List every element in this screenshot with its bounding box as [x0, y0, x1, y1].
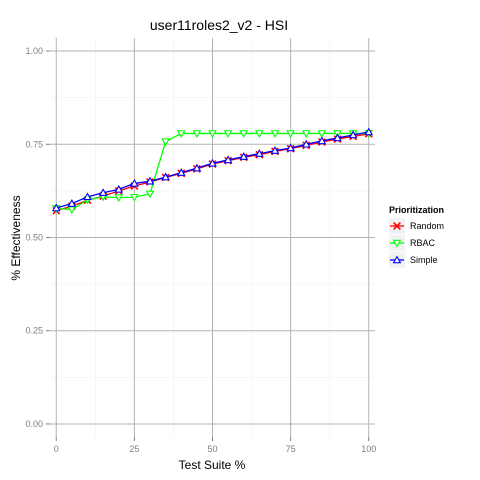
legend-item-simple: Simple	[389, 252, 438, 268]
data-point-rbac	[130, 193, 139, 202]
legend-items: Random RBAC Simple	[389, 218, 444, 268]
data-point-rbac	[255, 130, 264, 138]
y-axis-ticks: 0.00 0.25 0.50 0.75 1.00	[25, 46, 50, 429]
x-tick-label: 25	[129, 444, 139, 454]
data-point-simple	[145, 176, 155, 185]
data-point-simple	[255, 149, 264, 157]
x-tick-label: 75	[286, 444, 296, 454]
data-point-rbac	[176, 130, 186, 138]
data-point-rbac	[192, 130, 202, 138]
x-axis-title: Test Suite %	[179, 458, 246, 472]
data-point-simple	[348, 130, 358, 139]
legend-item-random: Random	[389, 218, 444, 234]
data-point-simple	[176, 168, 186, 176]
legend-key-marker	[393, 222, 401, 230]
data-point-simple	[270, 146, 280, 154]
data-point-rbac	[161, 138, 170, 147]
grid	[50, 38, 375, 437]
data-point-simple	[364, 127, 374, 136]
data-point-simple	[333, 133, 342, 142]
data-point-simple	[114, 184, 124, 193]
data-point-simple	[98, 188, 108, 197]
data-point-rbac	[223, 130, 233, 138]
data-point-simple	[239, 152, 249, 160]
legend: Prioritization Random RBAC Simple	[389, 205, 444, 268]
x-axis-ticks: 0 25 50 75 100	[54, 437, 376, 454]
x-tick-label: 100	[361, 444, 376, 454]
legend-label: Simple	[410, 255, 438, 265]
series-simple	[51, 127, 374, 212]
data-point-rbac	[270, 130, 280, 138]
data-point-simple	[192, 163, 202, 172]
data-point-simple	[208, 158, 217, 167]
data-point-rbac	[208, 130, 217, 138]
legend-label: Random	[410, 221, 444, 231]
data-point-rbac	[239, 130, 249, 138]
series	[51, 127, 374, 215]
y-tick-label: 0.75	[25, 139, 43, 149]
y-tick-label: 1.00	[25, 46, 43, 56]
series-rbac	[51, 130, 374, 215]
x-tick-label: 50	[207, 444, 217, 454]
data-point-simple	[67, 199, 77, 207]
data-point-simple	[51, 203, 61, 212]
data-point-simple	[301, 139, 311, 148]
legend-label: RBAC	[410, 238, 436, 248]
data-point-rbac	[317, 130, 327, 138]
legend-item-rbac: RBAC	[389, 235, 436, 251]
y-tick-label: 0.50	[25, 233, 43, 243]
y-tick-label: 0.25	[25, 326, 43, 336]
data-point-simple	[286, 143, 295, 152]
x-tick-label: 0	[54, 444, 59, 454]
data-point-simple	[130, 178, 139, 187]
data-point-simple	[317, 136, 327, 145]
data-point-simple	[83, 192, 92, 201]
data-point-rbac	[114, 194, 124, 203]
y-tick-label: 0.00	[25, 419, 43, 429]
chart-title: user11roles2_v2 - HSI	[150, 17, 288, 33]
data-point-simple	[223, 155, 233, 164]
data-point-rbac	[145, 190, 155, 199]
legend-title: Prioritization	[389, 205, 444, 215]
legend-key-marker	[392, 255, 402, 264]
data-point-simple	[161, 172, 170, 181]
y-axis-title: % Effectiveness	[9, 195, 23, 280]
data-point-rbac	[286, 130, 295, 138]
legend-key-marker	[392, 239, 402, 248]
data-point-rbac	[301, 130, 311, 138]
